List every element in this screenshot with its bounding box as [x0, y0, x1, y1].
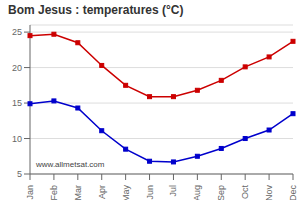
svg-text:Jul: Jul — [168, 185, 178, 197]
html-text:Bom Jesus : temperatures (°C): Bom Jesus : temperatures (°C) — [8, 3, 184, 17]
svg-text:10: 10 — [12, 134, 22, 144]
svg-text:Oct: Oct — [240, 185, 250, 200]
svg-text:May: May — [121, 185, 131, 200]
svg-text:Nov: Nov — [264, 185, 274, 200]
svg-text:Sep: Sep — [216, 185, 226, 200]
svg-text:Feb: Feb — [49, 185, 59, 200]
svg-text:Jan: Jan — [25, 185, 35, 200]
svg-text:5: 5 — [17, 169, 22, 179]
svg-text:15: 15 — [12, 98, 22, 108]
svg-text:Jun: Jun — [145, 185, 155, 200]
svg-text:Mar: Mar — [73, 185, 83, 200]
svg-text:Apr: Apr — [97, 185, 107, 199]
svg-text:Dec: Dec — [288, 185, 297, 200]
html-text:www.allmetsat.com: www.allmetsat.com — [36, 160, 105, 169]
svg-text:Aug: Aug — [192, 185, 202, 200]
svg-text:20: 20 — [12, 63, 22, 73]
svg-text:25: 25 — [12, 27, 22, 37]
